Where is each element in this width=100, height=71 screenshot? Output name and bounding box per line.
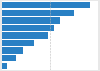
Bar	[2, 32, 48, 39]
Bar	[2, 55, 16, 61]
Bar	[2, 40, 34, 46]
Bar	[2, 2, 90, 8]
Bar	[2, 47, 23, 54]
Bar	[2, 17, 60, 24]
Bar	[2, 63, 7, 69]
Bar	[2, 10, 74, 16]
Bar	[2, 25, 54, 31]
